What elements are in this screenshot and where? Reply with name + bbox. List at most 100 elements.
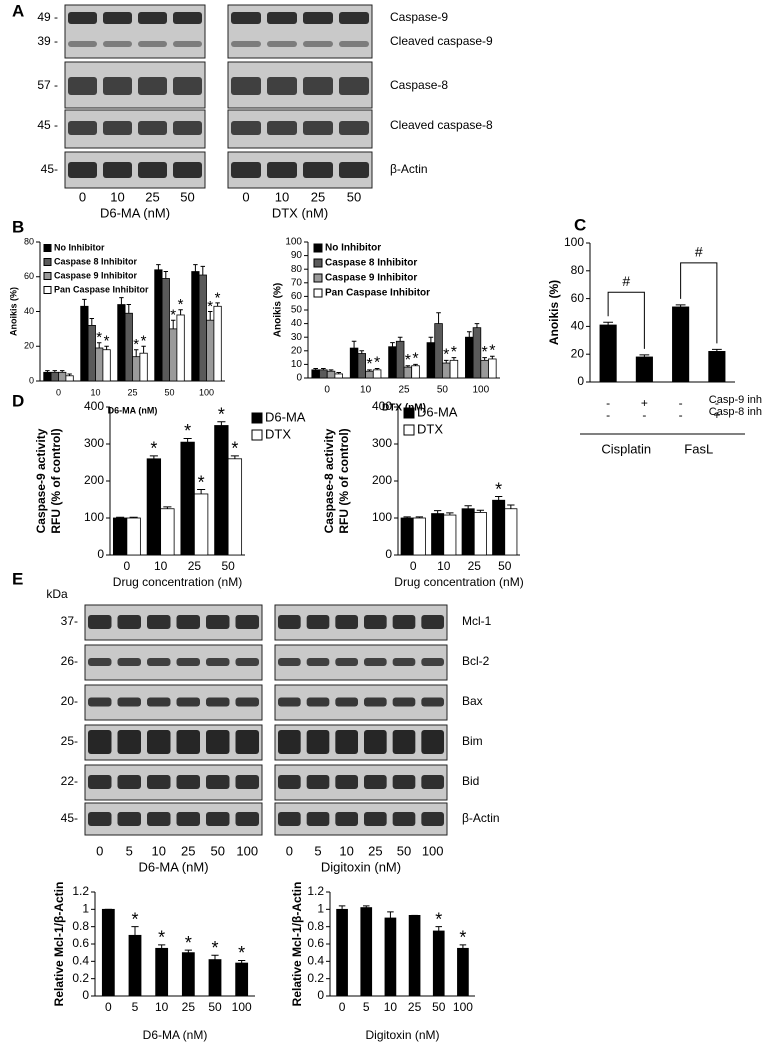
x-tick-label: 25 xyxy=(408,1000,422,1014)
bar xyxy=(58,371,67,382)
panel-letter: D xyxy=(12,391,24,410)
y-tick-label: 10 xyxy=(291,359,303,370)
bar xyxy=(357,353,367,379)
error-bar xyxy=(116,516,125,518)
error-bar xyxy=(96,342,102,348)
error-bar xyxy=(397,336,403,342)
bar xyxy=(198,274,207,382)
blot-band xyxy=(335,730,358,754)
x-tick-label: 100 xyxy=(232,1000,252,1014)
error-bar xyxy=(163,506,172,509)
y-axis-label: Anoikis (%) xyxy=(273,283,284,337)
blot-band xyxy=(173,121,202,135)
x-tick-label: 10 xyxy=(384,1000,398,1014)
x-tick-label: 50 xyxy=(164,387,174,397)
y-tick-label: 300 xyxy=(372,436,392,450)
y-tick-label: 40 xyxy=(291,318,303,329)
blot-band xyxy=(88,658,112,666)
legend-label: DTX xyxy=(265,426,291,441)
y-tick-label: 100 xyxy=(285,237,302,248)
blot-band xyxy=(303,77,333,95)
significance-marker: * xyxy=(405,352,411,369)
blot-band xyxy=(147,730,171,754)
error-bar xyxy=(328,369,334,372)
lane-label: 25 xyxy=(368,843,382,858)
error-bar xyxy=(387,911,394,918)
significance-marker: * xyxy=(412,351,418,368)
lane-label: 0 xyxy=(79,189,86,204)
y-tick-label: 50 xyxy=(291,305,303,316)
y-tick-label: 1 xyxy=(82,902,89,916)
x-tick-label: 50 xyxy=(437,385,449,396)
error-bar xyxy=(230,455,239,459)
bar xyxy=(235,962,249,997)
x-tick-label: 10 xyxy=(360,385,372,396)
blot-band xyxy=(117,615,141,629)
significance-marker: * xyxy=(489,342,495,359)
bar xyxy=(146,458,162,556)
protein-label: Cleaved caspase-8 xyxy=(390,118,493,132)
bar xyxy=(50,371,59,382)
bar xyxy=(708,351,726,383)
row-sign: - xyxy=(679,396,683,410)
x-axis-label: Drug concentration (nM) xyxy=(113,575,242,589)
blot-band xyxy=(306,730,330,754)
y-tick-label: 0.6 xyxy=(307,936,324,950)
mw-marker: 57 - xyxy=(37,78,58,92)
error-bar xyxy=(215,302,220,307)
error-bar xyxy=(494,496,503,501)
y-tick-label: 0 xyxy=(317,988,324,1002)
y-tick-label: 60 xyxy=(24,271,34,281)
blot-band xyxy=(176,697,200,707)
blot-panel xyxy=(84,684,263,721)
x-tick-label: 25 xyxy=(188,559,202,573)
error-bar xyxy=(129,516,138,518)
error-bar xyxy=(211,954,219,960)
legend-label: No Inhibitor xyxy=(325,243,381,254)
error-bar xyxy=(336,372,342,374)
blot-band xyxy=(303,12,333,24)
bar xyxy=(426,342,436,379)
y-tick-label: 0.2 xyxy=(72,971,89,985)
legend-label: D6-MA xyxy=(417,404,458,419)
bar xyxy=(461,508,475,556)
x-axis-label: D6-MA (nM) xyxy=(143,1028,208,1042)
bar xyxy=(319,369,328,379)
group-label: Cisplatin xyxy=(601,441,651,456)
significance-marker: * xyxy=(133,336,139,353)
legend-label: DTX xyxy=(417,421,443,436)
blot-band xyxy=(278,812,301,826)
row-label: Casp-8 inh xyxy=(709,406,762,418)
bar xyxy=(336,908,348,997)
bar xyxy=(155,947,169,997)
significance-marker: * xyxy=(218,405,225,425)
bar xyxy=(326,370,336,379)
bar xyxy=(434,323,443,379)
y-tick-label: 0.4 xyxy=(72,954,89,968)
bar xyxy=(193,493,209,556)
protein-label: β-Actin xyxy=(462,811,500,825)
blot-band xyxy=(147,658,171,666)
blot-band xyxy=(173,41,202,47)
row-sign: - xyxy=(642,408,646,422)
lane-label: 100 xyxy=(422,843,444,858)
blot-band xyxy=(278,775,301,789)
legend-label: No Inhibitor xyxy=(54,242,105,252)
error-bar xyxy=(170,319,176,329)
error-bar xyxy=(89,317,95,326)
y-tick-label: 0 xyxy=(385,547,392,561)
x-tick-label: 25 xyxy=(398,385,410,396)
y-tick-label: 30 xyxy=(291,332,303,343)
error-bar xyxy=(104,345,109,350)
lane-label: 25 xyxy=(145,189,159,204)
blot-band xyxy=(392,697,416,707)
significance-marker: * xyxy=(374,355,380,372)
error-bar xyxy=(126,304,132,314)
bar xyxy=(473,512,487,556)
blot-band xyxy=(392,658,416,666)
x-tick-label: 10 xyxy=(155,1000,169,1014)
blot-band xyxy=(303,162,333,178)
legend-swatch xyxy=(403,407,415,419)
blot-band xyxy=(364,730,387,754)
blot-band xyxy=(231,41,261,47)
